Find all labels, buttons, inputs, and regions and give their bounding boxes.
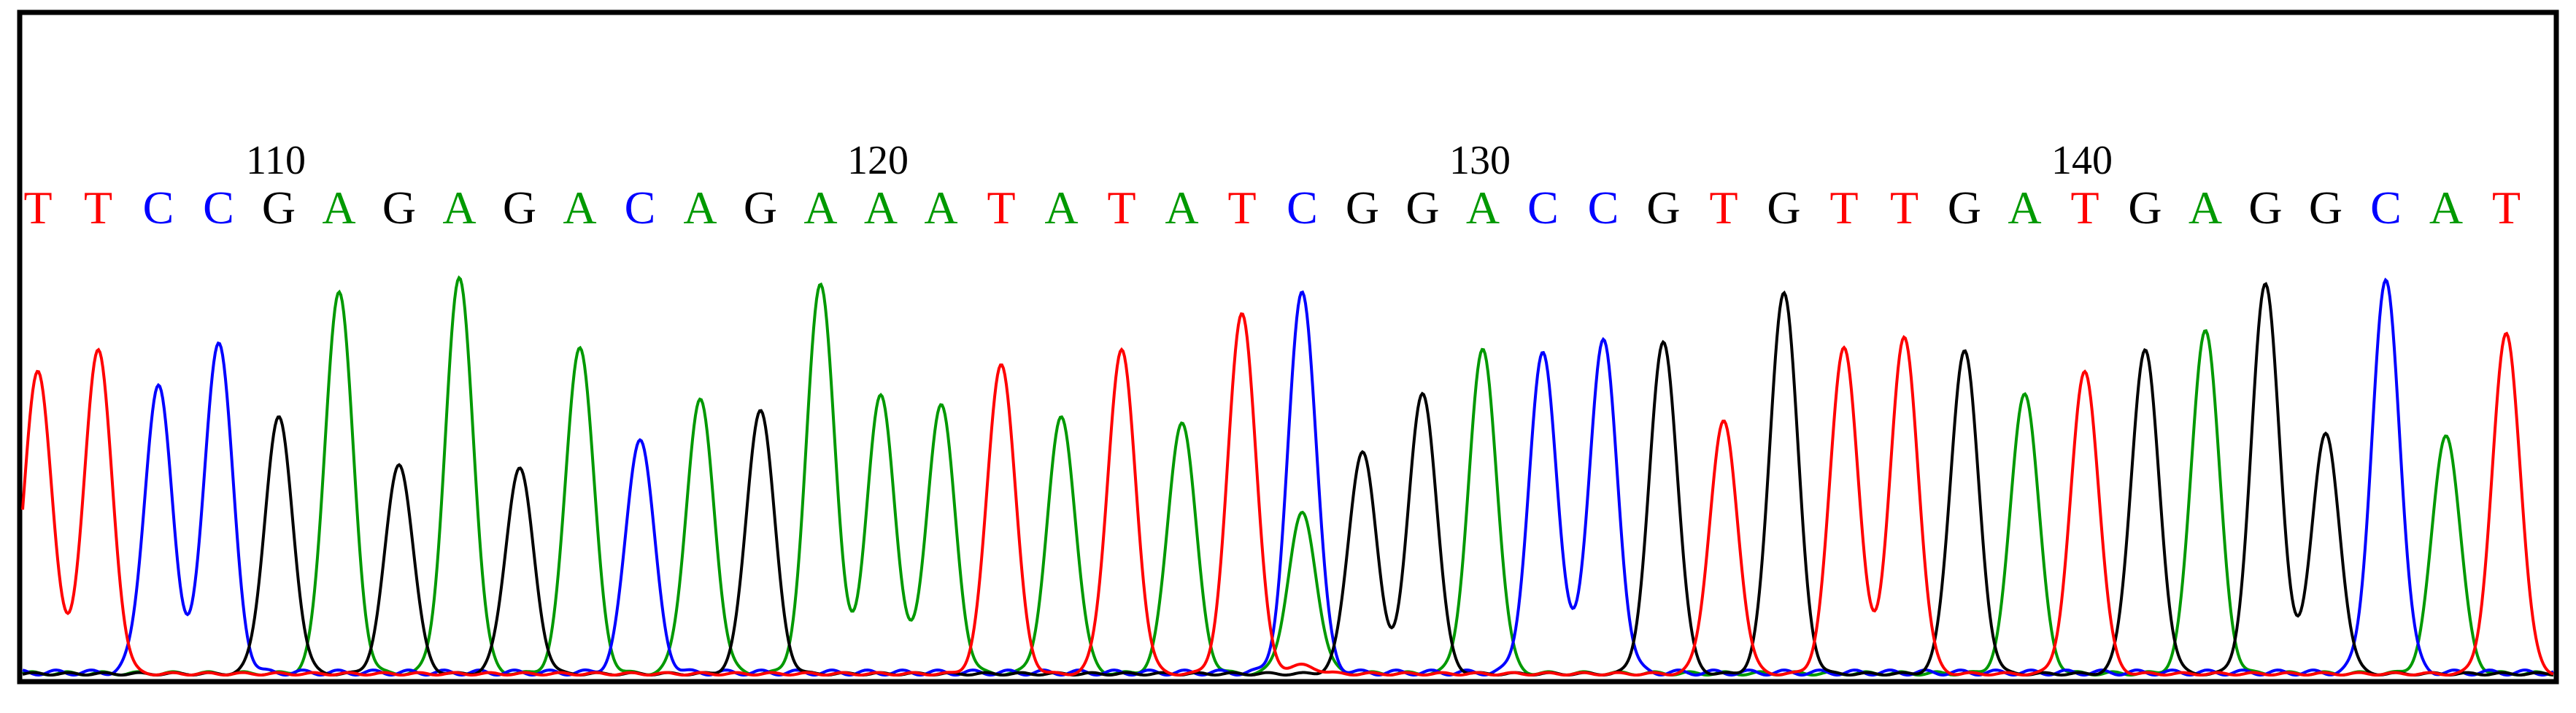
base-call-label: G (503, 182, 536, 234)
position-tick-labels: 110 120 130 140 (246, 138, 2113, 183)
base-call-label: G (382, 182, 416, 234)
base-call-label: G (744, 182, 777, 234)
base-call-label: G (2248, 182, 2282, 234)
trace-c (22, 277, 2554, 677)
position-tick-label: 140 (2051, 138, 2113, 183)
base-call-label: T (1829, 182, 1858, 234)
base-call-label: A (322, 182, 355, 234)
base-call-label: C (1588, 182, 1619, 234)
base-call-label: T (84, 182, 112, 234)
base-call-label: G (1646, 182, 1680, 234)
base-call-label: T (987, 182, 1015, 234)
base-call-label: C (625, 182, 656, 234)
base-call-label: A (2008, 182, 2041, 234)
base-call-label: G (1948, 182, 1981, 234)
base-call-label: C (2370, 182, 2402, 234)
position-tick-label: 110 (246, 138, 306, 183)
base-call-label: G (2309, 182, 2342, 234)
base-call-label: T (1890, 182, 1918, 234)
base-call-label: A (563, 182, 596, 234)
base-call-label: A (683, 182, 717, 234)
base-call-label: T (2070, 182, 2099, 234)
trace-group (21, 275, 2554, 677)
base-call-label: A (1466, 182, 1500, 234)
base-call-label: G (1405, 182, 1439, 234)
base-call-label: C (203, 182, 234, 234)
base-call-label: G (262, 182, 296, 234)
base-call-label: G (2128, 182, 2162, 234)
base-call-label: A (864, 182, 898, 234)
base-call-label: T (23, 182, 52, 234)
base-call-label: T (1709, 182, 1738, 234)
base-call-label: C (1287, 182, 1318, 234)
position-tick-label: 120 (847, 138, 909, 183)
base-call-label: G (1346, 182, 1379, 234)
base-call-label: C (1527, 182, 1559, 234)
base-call-label: A (2189, 182, 2222, 234)
base-call-label: T (1107, 182, 1135, 234)
base-call-label: A (2429, 182, 2463, 234)
base-call-label: A (803, 182, 837, 234)
base-call-label: T (1227, 182, 1256, 234)
base-call-label: T (2492, 182, 2521, 234)
base-call-label: A (442, 182, 476, 234)
base-call-label: A (924, 182, 957, 234)
base-call-label: A (1165, 182, 1198, 234)
base-call-label: G (1767, 182, 1800, 234)
position-tick-label: 130 (1449, 138, 1511, 183)
base-call-label: C (143, 182, 174, 234)
base-call-label: A (1044, 182, 1078, 234)
trace-t (21, 312, 2554, 677)
